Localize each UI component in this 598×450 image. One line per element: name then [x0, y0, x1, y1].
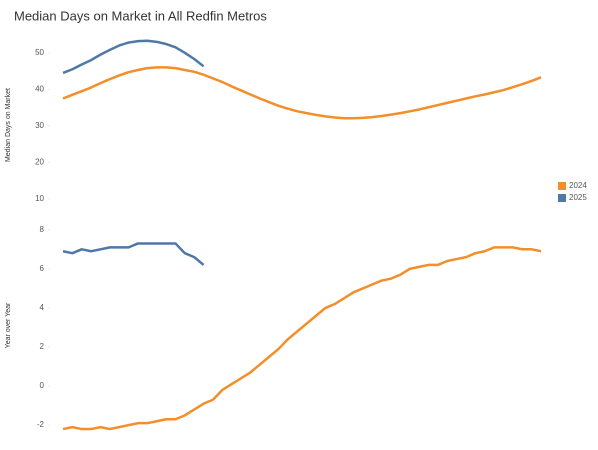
chart-title: Median Days on Market in All Redfin Metr… [14, 8, 267, 23]
y-tick-label: 50 [35, 48, 44, 57]
y-tick-label: 30 [35, 121, 44, 130]
line [62, 242, 205, 266]
y-tick-label: 20 [35, 158, 44, 167]
y-tick-label: 40 [35, 84, 44, 93]
legend-label: 2025 [569, 193, 587, 202]
y-tick-label: 4 [40, 303, 45, 312]
y-tick-label: 10 [35, 194, 44, 203]
y-axis-label: Median Days on Market [5, 88, 12, 162]
y-tick-label: 8 [40, 225, 45, 234]
legend-swatch [558, 194, 566, 202]
legend-label: 2024 [569, 181, 587, 190]
y-tick-label: 0 [40, 381, 45, 390]
y-tick-label: -2 [37, 420, 45, 429]
y-axis-label: Year over Year [5, 302, 12, 348]
y-tick-label: 2 [40, 342, 45, 351]
line [62, 246, 542, 431]
legend-swatch [558, 182, 566, 190]
line [62, 39, 205, 75]
line [62, 66, 542, 120]
y-tick-label: 6 [40, 264, 45, 273]
